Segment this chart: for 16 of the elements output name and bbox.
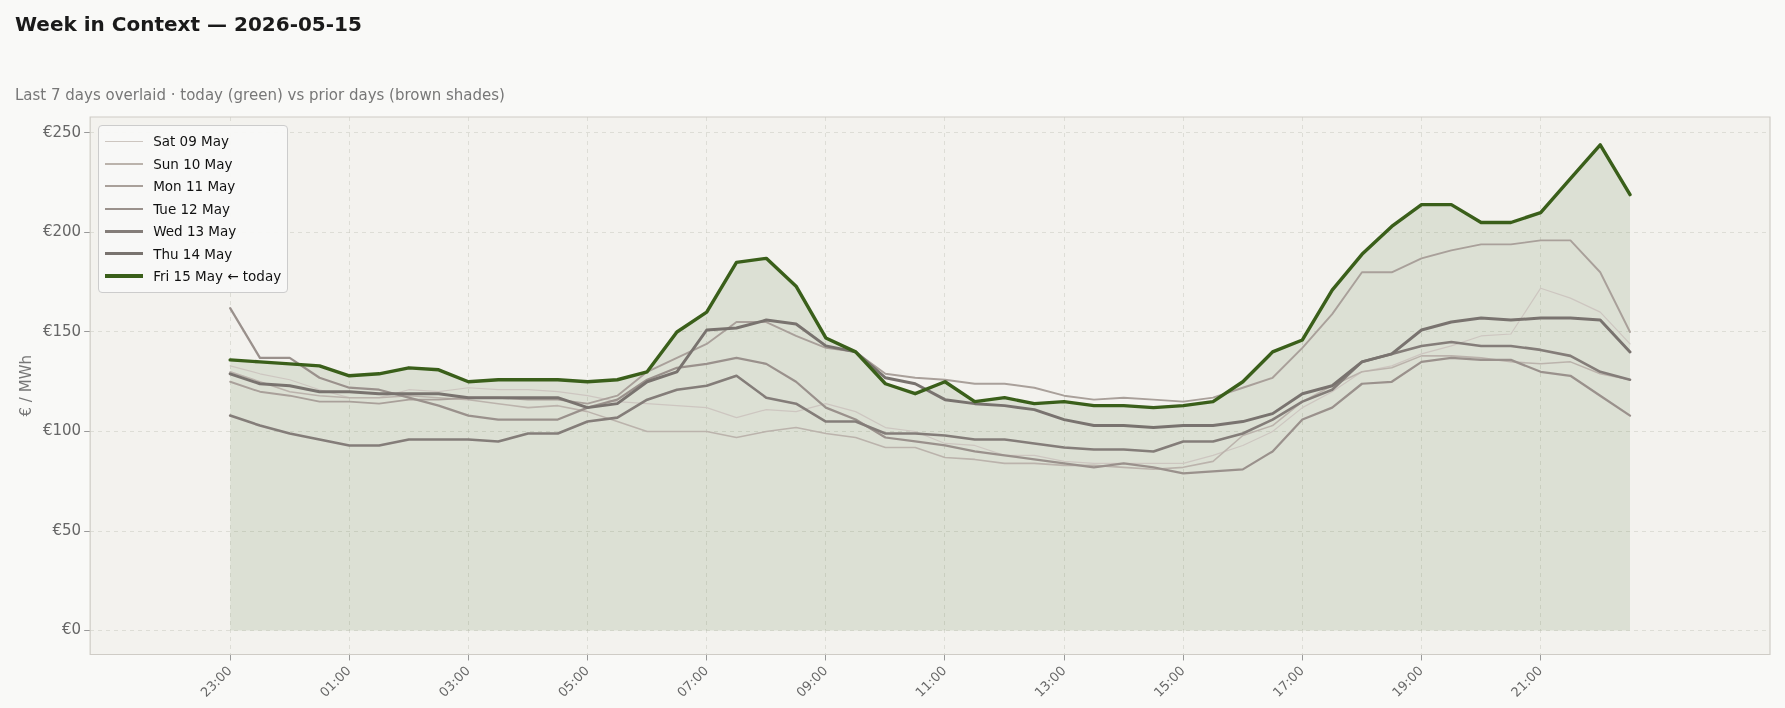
legend-label: Thu 14 May: [153, 245, 233, 262]
legend-label: Sun 10 May: [153, 155, 233, 172]
legend-label: Sat 09 May: [153, 133, 229, 150]
legend-label: Mon 11 May: [153, 178, 236, 195]
chart-subtitle: Last 7 days overlaid · today (green) vs prior days (brown shades): [15, 86, 505, 104]
y-tick-label: €200: [42, 222, 82, 241]
legend-label: Wed 13 May: [153, 223, 237, 240]
y-tick-label: €50: [52, 520, 82, 539]
y-tick-label: €150: [42, 321, 82, 340]
y-tick-label: €100: [42, 421, 82, 440]
legend-label: Fri 15 May ← today: [153, 268, 282, 285]
legend-label: Tue 12 May: [153, 200, 230, 217]
y-tick-label: €250: [42, 122, 82, 141]
y-axis-title: € / MWh: [16, 355, 35, 417]
chart-title: Week in Context — 2026-05-15: [15, 12, 362, 36]
y-tick-label: €0: [62, 620, 82, 639]
